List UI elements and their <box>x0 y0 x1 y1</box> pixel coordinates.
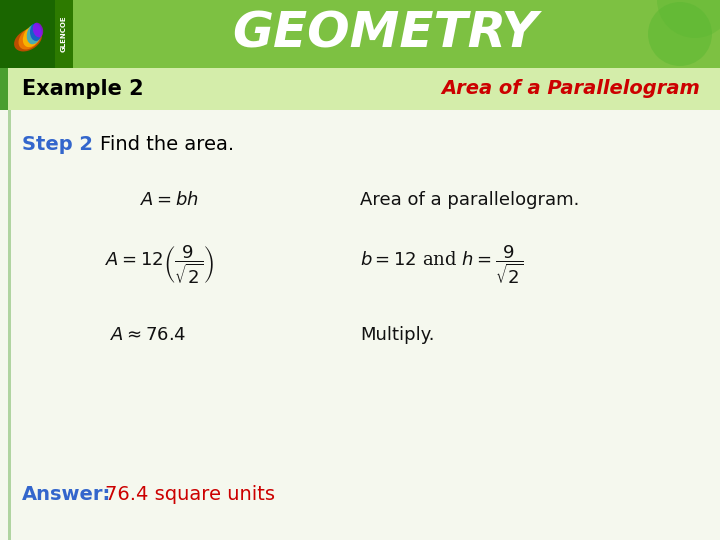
FancyBboxPatch shape <box>0 0 720 68</box>
Text: Example 2: Example 2 <box>22 79 143 99</box>
Text: Step 2: Step 2 <box>22 136 93 154</box>
Ellipse shape <box>14 29 42 51</box>
Circle shape <box>657 0 720 38</box>
Ellipse shape <box>23 25 41 47</box>
Text: $A = 12\left(\dfrac{9}{\sqrt{2}}\right)$: $A = 12\left(\dfrac{9}{\sqrt{2}}\right)$ <box>105 244 214 286</box>
FancyBboxPatch shape <box>0 110 720 540</box>
FancyBboxPatch shape <box>0 68 8 110</box>
Circle shape <box>648 2 712 66</box>
Text: Multiply.: Multiply. <box>360 326 434 344</box>
FancyBboxPatch shape <box>0 0 68 68</box>
Ellipse shape <box>33 23 43 37</box>
Text: Answer:: Answer: <box>22 485 112 504</box>
Text: Area of a Parallelogram: Area of a Parallelogram <box>441 79 700 98</box>
Ellipse shape <box>19 26 42 50</box>
Text: GEOMETRY: GEOMETRY <box>232 10 538 58</box>
FancyBboxPatch shape <box>55 0 73 68</box>
FancyBboxPatch shape <box>0 68 720 110</box>
Text: Area of a parallelogram.: Area of a parallelogram. <box>360 191 580 209</box>
Text: $b = 12$ and $h = \dfrac{9}{\sqrt{2}}$: $b = 12$ and $h = \dfrac{9}{\sqrt{2}}$ <box>360 244 523 286</box>
Text: GLENCOE: GLENCOE <box>61 16 67 52</box>
Ellipse shape <box>30 23 42 41</box>
FancyBboxPatch shape <box>60 0 720 68</box>
Text: 76.4 square units: 76.4 square units <box>105 485 275 504</box>
FancyBboxPatch shape <box>8 110 11 540</box>
Ellipse shape <box>27 24 41 44</box>
Text: $A = bh$: $A = bh$ <box>140 191 199 209</box>
Text: Find the area.: Find the area. <box>100 136 234 154</box>
Text: $A \approx 76.4$: $A \approx 76.4$ <box>110 326 186 344</box>
